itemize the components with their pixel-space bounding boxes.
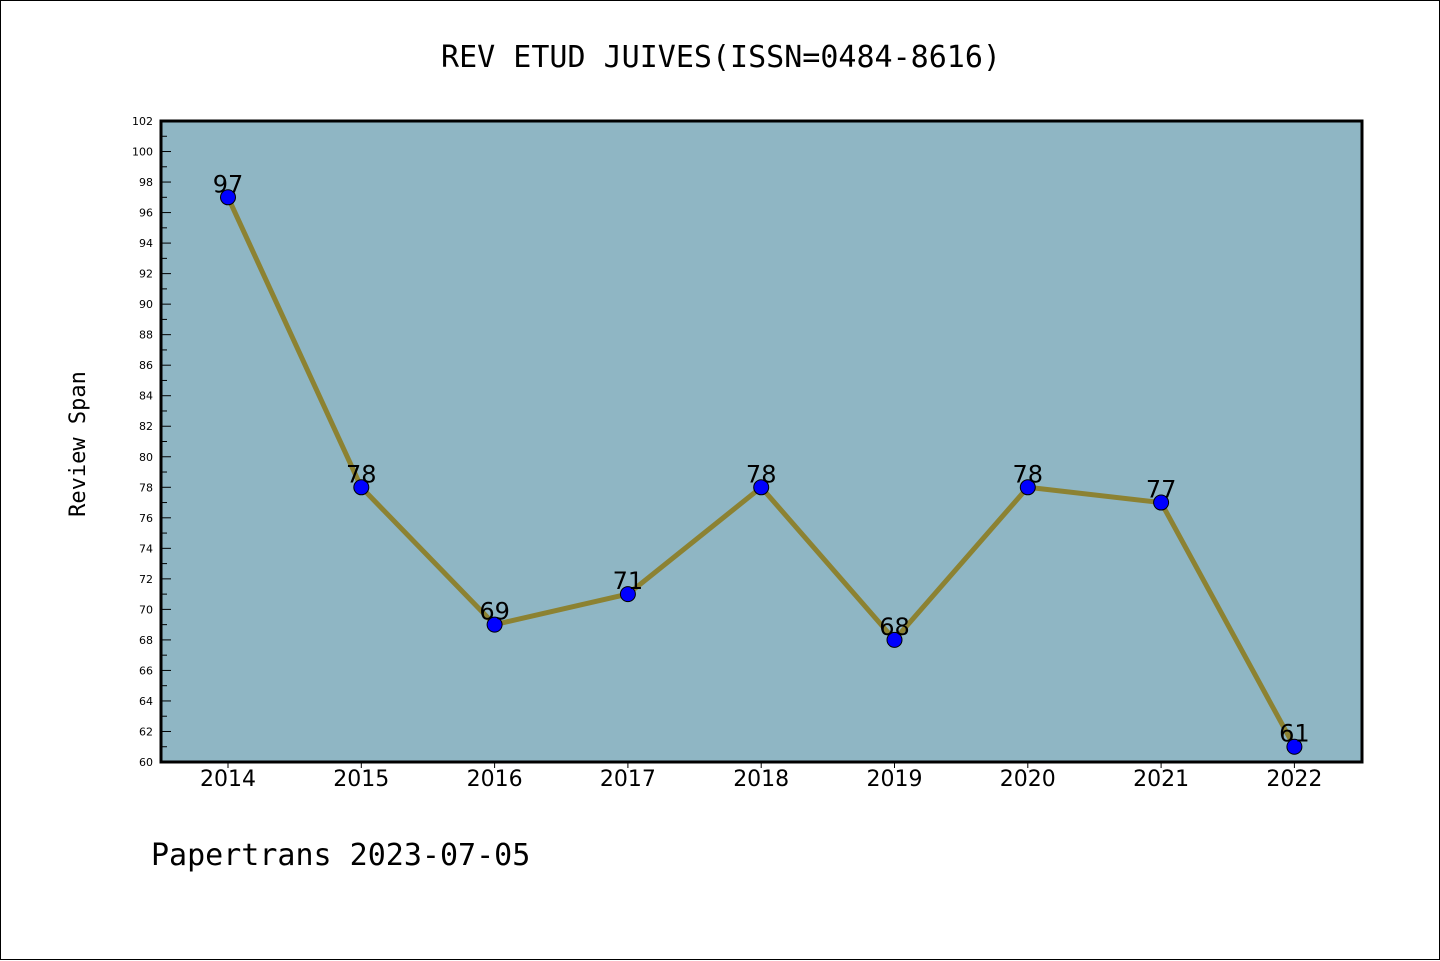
y-tick-label: 92 — [139, 268, 153, 281]
y-tick-label: 68 — [139, 634, 153, 647]
y-tick-label: 94 — [139, 237, 153, 250]
y-axis: 60 62 64 66 68 70 72 74 76 78 80 82 84 86 88 90 92 94 96 98… — [132, 115, 171, 769]
y-tick-label: 86 — [139, 359, 153, 372]
plot-border — [159, 119, 1364, 764]
y-tick-label: 78 — [139, 481, 153, 494]
data-label: 69 — [479, 598, 510, 626]
data-point — [619, 586, 636, 603]
y-tick-label: 82 — [139, 420, 153, 433]
y-tick-label: 100 — [132, 146, 153, 159]
y-tick-label: 60 — [139, 756, 153, 769]
data-point — [1153, 494, 1170, 511]
data-label-group: 97 78 69 71 78 68 78 77 61 — [213, 170, 1310, 747]
data-point — [220, 189, 236, 206]
data-label: 71 — [613, 567, 644, 595]
y-tick-label: 80 — [139, 451, 153, 464]
data-point — [886, 631, 903, 648]
x-tick-label: 2021 — [1133, 767, 1189, 792]
x-tick-label: 2020 — [1000, 767, 1056, 792]
x-tick-label: 2018 — [733, 767, 789, 792]
data-point — [753, 479, 770, 496]
y-tick-label: 64 — [139, 695, 153, 708]
y-tick-label: 88 — [139, 329, 153, 342]
y-tick-label: 102 — [132, 115, 153, 128]
x-tick-label: 2014 — [200, 767, 256, 792]
data-label: 61 — [1279, 720, 1310, 748]
data-label: 78 — [1013, 460, 1044, 488]
data-label: 68 — [879, 613, 910, 641]
y-tick-label: 70 — [139, 603, 153, 616]
y-axis-label: Review Span — [66, 371, 91, 517]
plot-area — [161, 121, 1362, 762]
marker-group — [220, 189, 1303, 755]
y-tick-label: 76 — [139, 512, 153, 525]
y-tick-label: 74 — [139, 542, 153, 555]
x-axis: 2014 2015 2016 2017 2018 2019 2020 2021 2022 — [200, 762, 1322, 792]
footer-text: Papertrans 2023-07-05 — [151, 838, 530, 873]
data-label: 97 — [213, 170, 244, 198]
y-tick-label: 72 — [139, 573, 153, 586]
y-tick-label: 90 — [139, 298, 153, 311]
x-tick-label: 2022 — [1266, 767, 1322, 792]
x-tick-label: 2015 — [333, 767, 389, 792]
data-point — [1019, 479, 1036, 496]
x-tick-label: 2016 — [467, 767, 523, 792]
y-tick-label: 84 — [139, 390, 153, 403]
data-point — [353, 479, 370, 496]
data-point — [486, 616, 503, 633]
data-label: 77 — [1146, 476, 1177, 504]
data-label: 78 — [346, 460, 377, 488]
y-tick-label: 98 — [139, 176, 153, 189]
y-tick-label: 66 — [139, 664, 153, 677]
y-tick-label: 62 — [139, 725, 153, 738]
data-label: 78 — [746, 460, 777, 488]
y-tick-label: 96 — [139, 207, 153, 220]
data-point — [1286, 738, 1303, 755]
x-tick-label: 2017 — [600, 767, 656, 792]
x-tick-label: 2019 — [867, 767, 923, 792]
chart-title: REV ETUD JUIVES(ISSN=0484-8616) — [441, 40, 1001, 75]
